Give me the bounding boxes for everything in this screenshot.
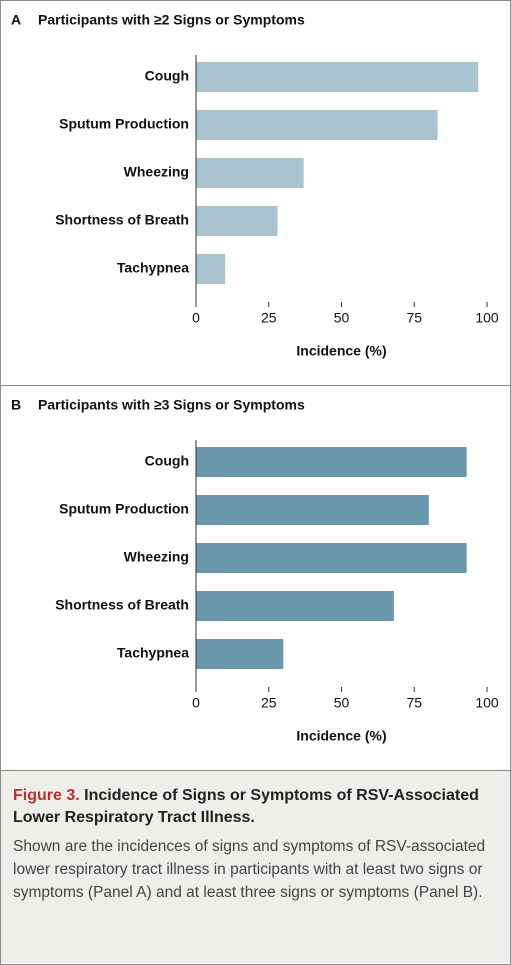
x-tick-label: 25 — [261, 310, 277, 326]
caption-label: Figure 3. — [13, 787, 80, 804]
x-axis-label: Incidence (%) — [296, 728, 386, 744]
category-label: Tachypnea — [117, 645, 189, 661]
panel-title: Participants with ≥3 Signs or Symptoms — [38, 397, 305, 413]
panel-a: A Participants with ≥2 Signs or Symptoms C… — [1, 12, 510, 386]
category-label: Tachypnea — [117, 260, 189, 276]
category-label: Shortness of Breath — [55, 212, 189, 228]
x-tick-label: 50 — [334, 695, 350, 711]
bar — [196, 639, 284, 669]
x-tick-label: 100 — [475, 695, 499, 711]
bar — [196, 254, 226, 284]
panel-label: A — [11, 12, 21, 28]
x-tick-label: 50 — [334, 310, 350, 326]
bar — [196, 206, 278, 236]
category-label: Cough — [145, 453, 189, 469]
caption: Figure 3. Incidence of Signs or Symptoms… — [1, 771, 510, 963]
x-tick-label: 0 — [192, 695, 200, 711]
caption-text: Shown are the incidences of signs and sy… — [13, 838, 486, 901]
bar — [196, 591, 394, 621]
category-label: Sputum Production — [59, 501, 189, 517]
bar — [196, 447, 467, 477]
x-axis-label: Incidence (%) — [296, 343, 386, 359]
x-tick-label: 100 — [475, 310, 499, 326]
category-label: Wheezing — [124, 549, 189, 565]
bar — [196, 495, 429, 525]
bar — [196, 158, 304, 188]
bar — [196, 110, 438, 140]
panel-b: B Participants with ≥3 Signs or Symptoms C… — [1, 397, 510, 771]
x-tick-label: 75 — [406, 310, 422, 326]
panel-label: B — [11, 397, 21, 413]
category-label: Shortness of Breath — [55, 597, 189, 613]
x-tick-label: 0 — [192, 310, 200, 326]
x-tick-label: 75 — [406, 695, 422, 711]
caption-heading: Figure 3. Incidence of Signs or Symptoms… — [13, 785, 498, 829]
panel-title: Participants with ≥2 Signs or Symptoms — [38, 12, 305, 28]
category-label: Cough — [145, 68, 189, 84]
bar — [196, 543, 467, 573]
caption-title: Incidence of Signs or Symptoms of RSV-As… — [13, 787, 479, 826]
x-tick-label: 25 — [261, 695, 277, 711]
category-label: Wheezing — [124, 164, 189, 180]
bar — [196, 62, 479, 92]
category-label: Sputum Production — [59, 116, 189, 132]
